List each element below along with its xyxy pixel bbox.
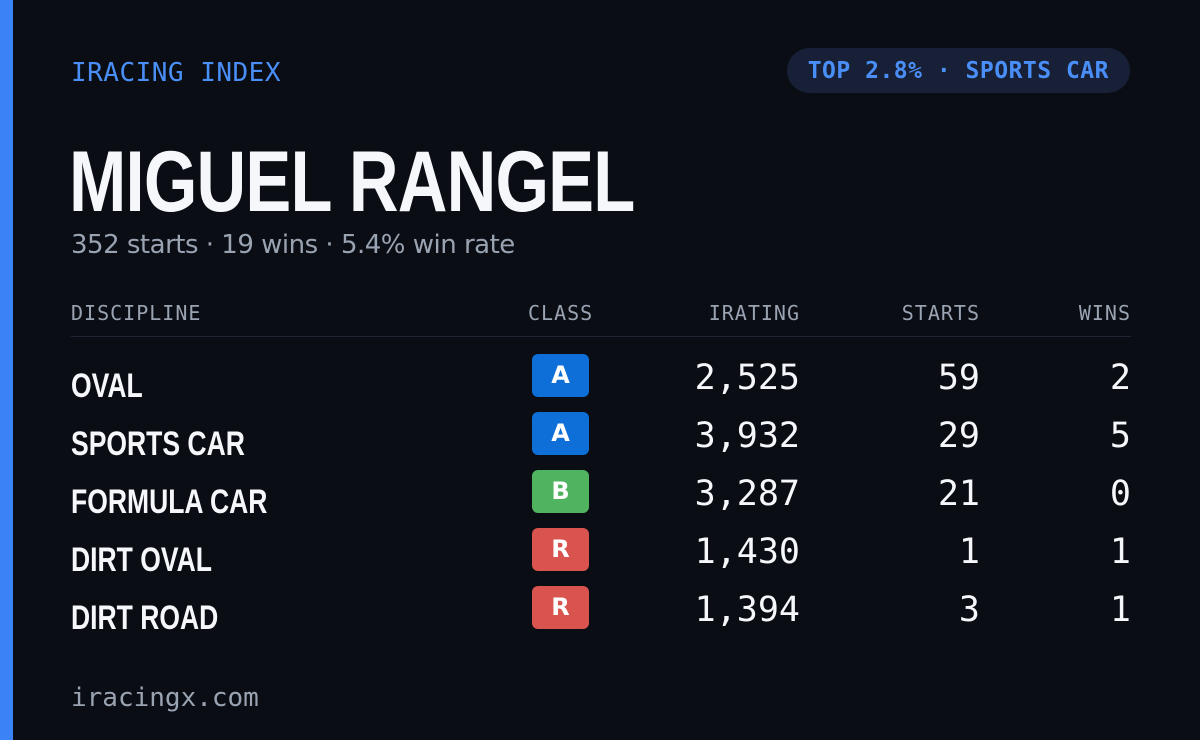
table-header: DISCIPLINE CLASS IRATING STARTS WINS <box>71 298 1131 328</box>
wins-value: 1 <box>1109 590 1131 630</box>
starts-value: 3 <box>958 590 980 630</box>
discipline-table: OVAL A 2,525 59 2 SPORTS CAR A 3,932 29 … <box>71 350 1131 640</box>
rank-badge-label: TOP 2.8% · SPORTS CAR <box>807 57 1109 84</box>
irating-value: 3,287 <box>694 474 800 514</box>
discipline-name: OVAL <box>71 367 143 405</box>
header-divider <box>71 336 1131 337</box>
accent-bar <box>0 0 13 740</box>
starts-value: 29 <box>937 416 980 456</box>
table-row: DIRT ROAD R 1,394 3 1 <box>71 582 1131 640</box>
discipline-name: SPORTS CAR <box>71 425 245 463</box>
table-row: FORMULA CAR B 3,287 21 0 <box>71 466 1131 524</box>
starts-value: 59 <box>937 358 980 398</box>
brand-label: IRACING INDEX <box>71 58 281 88</box>
header-wins: WINS <box>1078 301 1131 325</box>
header-class: CLASS <box>528 301 594 325</box>
wins-value: 5 <box>1109 416 1131 456</box>
class-badge: B <box>532 470 589 513</box>
discipline-name: FORMULA CAR <box>71 483 268 521</box>
starts-value: 21 <box>937 474 980 514</box>
footer-site-link[interactable]: iracingx.com <box>71 683 259 713</box>
wins-value: 2 <box>1109 358 1131 398</box>
table-row: DIRT OVAL R 1,430 1 1 <box>71 524 1131 582</box>
header-discipline: DISCIPLINE <box>71 301 202 325</box>
driver-name: MIGUEL RANGEL <box>69 134 635 230</box>
irating-value: 1,394 <box>694 590 800 630</box>
irating-value: 2,525 <box>694 358 800 398</box>
starts-value: 1 <box>958 532 980 572</box>
table-row: SPORTS CAR A 3,932 29 5 <box>71 408 1131 466</box>
irating-value: 3,932 <box>694 416 800 456</box>
wins-value: 1 <box>1109 532 1131 572</box>
discipline-name: DIRT OVAL <box>71 541 212 579</box>
table-row: OVAL A 2,525 59 2 <box>71 350 1131 408</box>
driver-summary: 352 starts · 19 wins · 5.4% win rate <box>71 230 515 260</box>
discipline-name: DIRT ROAD <box>71 599 219 637</box>
class-badge: A <box>532 412 589 455</box>
wins-value: 0 <box>1109 474 1131 514</box>
header-irating: IRATING <box>708 301 800 325</box>
class-badge: A <box>532 354 589 397</box>
class-badge: R <box>532 528 589 571</box>
class-badge: R <box>532 586 589 629</box>
irating-value: 1,430 <box>694 532 800 572</box>
rank-badge: TOP 2.8% · SPORTS CAR <box>786 48 1130 93</box>
header-starts: STARTS <box>901 301 980 325</box>
